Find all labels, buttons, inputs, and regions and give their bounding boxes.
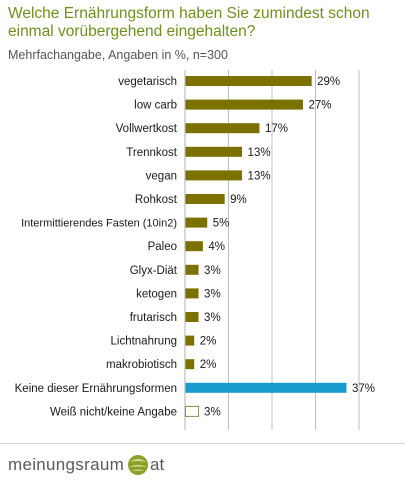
footer-divider bbox=[0, 443, 405, 444]
chart-title: Welche Ernährungsform haben Sie zumindes… bbox=[8, 5, 370, 40]
value-label: 3% bbox=[204, 406, 221, 418]
category-label: Intermittierendes Fasten (10in2) bbox=[21, 218, 177, 230]
bar bbox=[185, 123, 260, 134]
value-label: 4% bbox=[208, 241, 225, 253]
value-label: 13% bbox=[248, 147, 271, 159]
globe-icon bbox=[128, 455, 149, 475]
bar bbox=[185, 264, 199, 275]
logo-wordmark: meinungsraum bbox=[8, 455, 125, 474]
bar bbox=[185, 405, 200, 417]
bar bbox=[185, 217, 208, 228]
chart-subtitle: Mehrfachangabe, Angaben in %, n=300 bbox=[8, 48, 228, 62]
brand-logo: meinungsraum at bbox=[8, 452, 164, 478]
value-label: 2% bbox=[200, 359, 217, 371]
value-label: 9% bbox=[230, 194, 247, 206]
value-label: 3% bbox=[204, 312, 221, 324]
category-label: makrobiotisch bbox=[106, 359, 177, 371]
bar bbox=[185, 146, 243, 157]
category-label: Trennkost bbox=[126, 147, 178, 159]
bar bbox=[185, 76, 312, 86]
bar bbox=[185, 241, 203, 252]
bar bbox=[185, 312, 199, 322]
category-label: ketogen bbox=[136, 288, 177, 300]
category-label: frutarisch bbox=[130, 312, 177, 324]
bar-chart: vegetarisch low carb Vollwertkost Trennkost… bbox=[15, 70, 375, 430]
value-label: 2% bbox=[200, 336, 217, 348]
category-label: Keine dieser Ernährungsformen bbox=[15, 383, 177, 395]
value-label: 5% bbox=[213, 218, 230, 230]
category-label: Vollwertkost bbox=[116, 123, 178, 135]
category-label: Weiß nicht/keine Angabe bbox=[50, 406, 177, 418]
value-label: 29% bbox=[317, 76, 340, 88]
value-labels: 29%27%17%13%13%9%5%4%3%3%3%2%2%37%3% bbox=[200, 76, 375, 418]
category-label: vegan bbox=[146, 170, 177, 182]
bar bbox=[185, 194, 225, 204]
value-label: 17% bbox=[265, 123, 288, 135]
bar-series bbox=[185, 76, 347, 417]
category-label: Rohkost bbox=[135, 194, 178, 206]
category-label: Paleo bbox=[148, 241, 177, 253]
value-label: 3% bbox=[204, 288, 221, 300]
bar bbox=[185, 359, 195, 370]
bar bbox=[185, 335, 195, 346]
category-label: Glyx-Diät bbox=[130, 265, 178, 277]
category-label: Lichtnahrung bbox=[111, 336, 178, 348]
bar bbox=[185, 170, 243, 181]
bar bbox=[185, 288, 199, 299]
category-label: vegetarisch bbox=[118, 76, 177, 88]
bar bbox=[185, 382, 347, 393]
logo-suffix: at bbox=[150, 455, 165, 474]
category-label: low carb bbox=[134, 100, 177, 112]
category-labels: vegetarisch low carb Vollwertkost Trennkost… bbox=[15, 76, 178, 418]
value-label: 13% bbox=[248, 170, 271, 182]
value-label: 27% bbox=[308, 100, 331, 112]
value-label: 3% bbox=[204, 265, 221, 277]
bar bbox=[185, 99, 303, 110]
value-label: 37% bbox=[352, 383, 375, 395]
